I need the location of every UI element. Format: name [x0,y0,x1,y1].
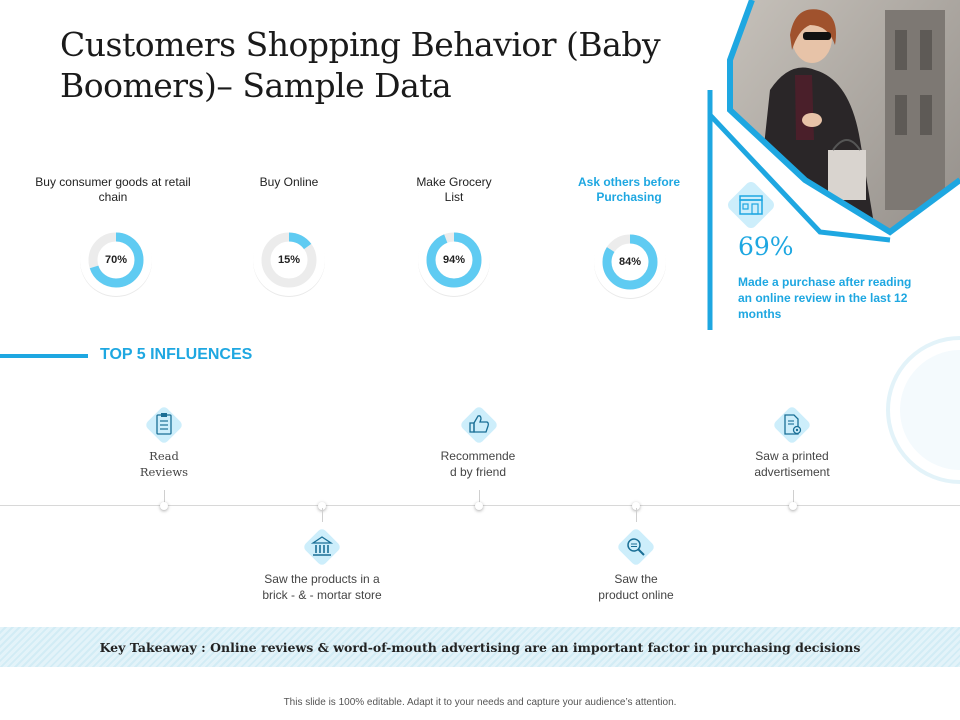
influence-online [613,524,659,570]
store-icon [728,182,774,228]
takeaway-text: Key Takeaway : Online reviews & word-of-… [99,640,861,655]
influence-text: Read Reviews [139,449,189,479]
influence-read-reviews [141,402,187,448]
donut-value-arc [88,232,144,288]
timeline-stem [164,490,165,504]
section-accent-bar [0,354,88,358]
influence-text: Saw the products in a brick - & - mortar… [262,572,382,602]
influence-text: Recommende d by friend [440,449,516,479]
influence-label-online: Saw the product online [561,571,711,603]
callout-store-badge [722,176,780,239]
document-gear-icon [774,407,810,443]
influence-label-brick-mortar: Saw the products in a brick - & - mortar… [247,571,397,603]
donut-ring [80,224,152,297]
donut-value: 15% [277,254,301,266]
metric-label-ask: Ask others before Purchasing [577,175,681,204]
timeline-stem [636,508,637,522]
timeline-stem [322,508,323,522]
influence-text: Saw the product online [598,572,674,602]
thumbs-up-icon [461,407,497,443]
donut-chart-ask: 84% [590,222,670,302]
influence-recommended [456,402,502,448]
influence-text: Saw a printed advertisement [754,449,830,479]
influence-label-read-reviews: Read Reviews [89,448,239,480]
photo-panel [700,0,960,330]
influence-printed-ad [769,402,815,448]
magnifier-icon [618,529,654,565]
decorative-circle [886,336,960,484]
timeline-dot [318,502,326,510]
callout-description: Made a purchase after reading an online … [738,275,912,321]
timeline-dot [475,502,483,510]
slide-title: Customers Shopping Behavior (Baby Boomer… [60,25,661,105]
influence-label-printed-ad: Saw a printed advertisement [717,448,867,480]
donut-ring [418,224,490,297]
donut-ring [253,224,325,297]
takeaway-band [0,627,960,667]
donut-value-arc [261,232,317,288]
timeline-dot [160,502,168,510]
timeline-stem [479,490,480,504]
donut-chart-online: 15% [249,220,329,300]
timeline-dot [789,502,797,510]
influence-label-recommended: Recommende d by friend [403,448,553,480]
influences-title: TOP 5 INFLUENCES [100,346,253,363]
influence-brick-mortar [299,524,345,570]
footer-note: This slide is 100% editable. Adapt it to… [283,697,677,708]
donut-chart-grocery: 94% [414,220,494,300]
donut-value-arc [426,232,482,288]
donut-value: 84% [618,256,642,268]
woman-shopping-photo [707,0,960,330]
clipboard-icon [146,407,182,443]
metric-label-online: Buy Online [259,175,319,189]
donut-value: 70% [104,254,128,266]
donut-value: 94% [442,254,466,266]
metric-label-grocery: Make Grocery List [416,175,492,204]
donut-ring [594,226,666,299]
timeline-stem [793,490,794,504]
metric-label-retail: Buy consumer goods at retail chain [35,175,191,204]
bank-icon [304,529,340,565]
timeline-dot [632,502,640,510]
donut-value-arc [602,234,658,290]
callout-stat: 69% [738,232,794,261]
donut-chart-retail: 70% [76,220,156,300]
